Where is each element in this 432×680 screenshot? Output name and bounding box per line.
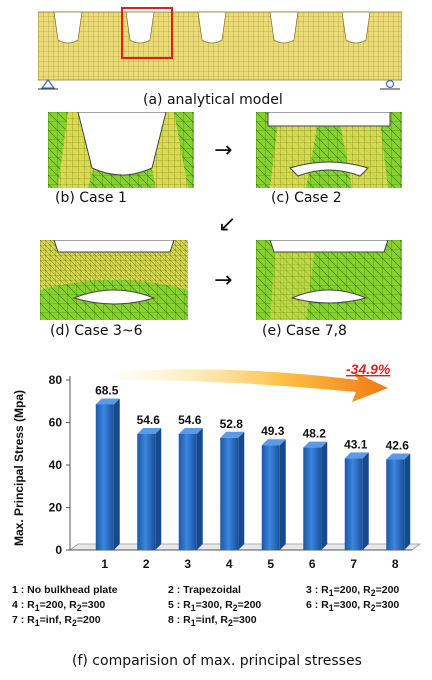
case1-figure (48, 112, 194, 188)
bar (137, 433, 156, 550)
bar (303, 447, 322, 550)
bar-side (321, 441, 328, 550)
legend-item: 7 : R1=inf, R2=200 (12, 614, 101, 629)
bar-top (137, 427, 162, 434)
data-label: 48.2 (303, 427, 327, 441)
bar-top (178, 427, 203, 434)
bar (220, 437, 239, 550)
data-label: 43.1 (344, 437, 368, 451)
caption-case3-6: (d) Case 3~6 (50, 323, 143, 339)
x-tick-label: 7 (350, 557, 357, 571)
bar (178, 433, 197, 550)
bar-top (303, 441, 328, 448)
case3-6-figure (40, 240, 188, 320)
x-tick-label: 1 (101, 557, 108, 571)
x-tick-label: 5 (267, 557, 274, 571)
legend-item: 2 : Trapezoidal (168, 584, 241, 596)
bar-top (95, 398, 120, 405)
caption-analytical-model: (a) analytical model (143, 92, 283, 108)
x-tick-label: 2 (143, 557, 150, 571)
bar-top (220, 431, 245, 438)
x-tick-label: 4 (226, 557, 233, 571)
bar (344, 458, 363, 550)
legend-item: 8 : R1=inf, R2=300 (168, 614, 257, 629)
analytical-model-figure (38, 7, 402, 90)
data-label: 54.6 (178, 413, 202, 427)
bar (261, 445, 280, 550)
data-label: 49.3 (261, 424, 285, 438)
y-tick-label: 20 (49, 501, 63, 515)
bar-side (196, 427, 203, 550)
arrow-right-icon: → (214, 138, 233, 163)
left-support-icon (38, 79, 58, 90)
bar-top (386, 453, 411, 460)
y-tick-label: 40 (49, 458, 63, 472)
bar-top (261, 439, 286, 446)
bar-side (279, 439, 286, 550)
caption-case1: (b) Case 1 (55, 190, 127, 206)
x-tick-label: 8 (392, 557, 399, 571)
bar (386, 459, 405, 550)
data-label: 42.6 (386, 438, 410, 452)
data-label: 54.6 (137, 413, 161, 427)
y-tick-label: 0 (55, 543, 62, 557)
y-axis-label: Max. Principal Stress (Mpa) (12, 390, 26, 546)
caption-case7-8: (e) Case 7,8 (262, 323, 347, 339)
x-tick-label: 3 (184, 557, 191, 571)
highlight-box (121, 7, 173, 59)
bar-side (238, 431, 245, 550)
stress-bar-chart: 0 20 40 60 80 68.5 1 54.6 2 54.6 3 52.8 4 49.3 5 48.2 6… (12, 361, 422, 571)
data-label: 52.8 (220, 417, 244, 431)
legend-item: 5 : R1=300, R2=200 (168, 599, 262, 614)
bar-side (155, 427, 162, 550)
right-support-icon (380, 79, 400, 90)
caption-comparison: (f) comparision of max. principal stress… (72, 653, 362, 669)
x-tick-label: 6 (309, 557, 316, 571)
trend-arrow (118, 369, 388, 402)
arrow-down-left-icon: ↙ (218, 212, 237, 237)
legend-item: 3 : R1=200, R2=200 (306, 584, 400, 599)
bar-side (404, 453, 411, 550)
arrow-right-icon: → (214, 268, 233, 293)
data-label: 68.5 (95, 383, 119, 397)
bar (95, 404, 114, 550)
case2-figure (256, 112, 402, 188)
y-tick-label: 60 (49, 416, 63, 430)
case7-8-figure (256, 240, 402, 320)
legend-item: 4 : R1=200, R2=300 (12, 599, 106, 614)
legend-item: 1 : No bulkhead plate (12, 584, 118, 596)
reduction-annotation: -34.9% (346, 361, 391, 377)
caption-case2: (c) Case 2 (271, 190, 342, 206)
legend-item: 6 : R1=300, R2=300 (306, 599, 400, 614)
bar-side (362, 452, 369, 550)
bar-side (113, 398, 120, 550)
bar-top (344, 452, 369, 459)
y-tick-label: 80 (49, 373, 63, 387)
